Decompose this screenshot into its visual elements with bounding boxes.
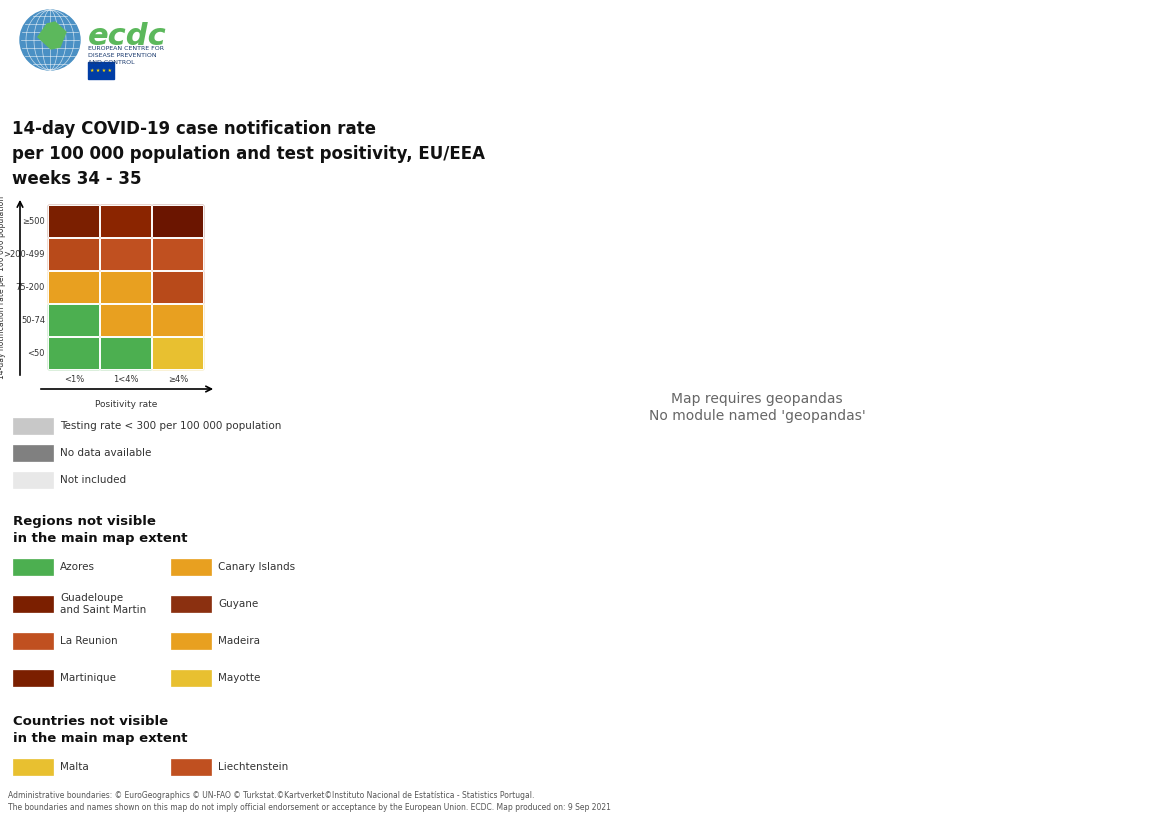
Text: Positivity rate: Positivity rate <box>95 400 158 409</box>
Text: Guadeloupe
and Saint Martin: Guadeloupe and Saint Martin <box>60 593 146 615</box>
Bar <box>100 271 151 303</box>
Bar <box>13 418 53 434</box>
Bar <box>100 337 151 369</box>
Text: ecdc: ecdc <box>88 22 167 51</box>
Text: >200-499: >200-499 <box>3 250 45 259</box>
Bar <box>100 205 151 237</box>
Bar <box>100 205 151 237</box>
Bar <box>100 238 151 270</box>
Bar <box>171 670 211 686</box>
Text: EUROPEAN CENTRE FOR
DISEASE PREVENTION
AND CONTROL: EUROPEAN CENTRE FOR DISEASE PREVENTION A… <box>88 46 164 65</box>
Text: 14-day COVID-19 case notification rate
per 100 000 population and test positivit: 14-day COVID-19 case notification rate p… <box>12 120 485 188</box>
Text: Administrative boundaries: © EuroGeographics © UN-FAO © Turkstat.©Kartverket©Ins: Administrative boundaries: © EuroGeograp… <box>8 791 611 812</box>
Bar <box>152 304 203 336</box>
Text: ★ ★ ★ ★: ★ ★ ★ ★ <box>90 67 113 73</box>
Bar <box>48 271 99 303</box>
Text: <50: <50 <box>28 349 45 358</box>
Bar <box>48 304 99 336</box>
Bar <box>13 445 53 461</box>
Text: Malta: Malta <box>60 762 89 772</box>
Bar <box>171 559 211 575</box>
Bar <box>171 633 211 649</box>
Bar <box>171 596 211 612</box>
Bar <box>152 304 203 336</box>
Bar <box>48 238 99 270</box>
Text: 75-200: 75-200 <box>15 283 45 292</box>
Bar <box>13 472 53 488</box>
Bar <box>100 304 151 336</box>
Bar <box>152 238 203 270</box>
Bar <box>100 271 151 303</box>
Text: Map requires geopandas
No module named 'geopandas': Map requires geopandas No module named '… <box>648 392 865 423</box>
Bar <box>100 337 151 369</box>
Text: No data available: No data available <box>60 448 151 458</box>
Bar <box>100 238 151 270</box>
Bar <box>13 633 53 649</box>
Text: Canary Islands: Canary Islands <box>218 562 295 572</box>
Text: Madeira: Madeira <box>218 636 260 646</box>
Text: Guyane: Guyane <box>218 599 259 609</box>
Bar <box>152 205 203 237</box>
Text: 14-day notification rate per 100 000 population: 14-day notification rate per 100 000 pop… <box>0 196 7 379</box>
Bar <box>13 670 53 686</box>
Text: ≥500: ≥500 <box>22 217 45 226</box>
Bar <box>100 304 151 336</box>
Circle shape <box>20 10 80 70</box>
Bar <box>48 337 99 369</box>
Text: Not included: Not included <box>60 475 126 485</box>
Polygon shape <box>38 22 66 49</box>
Bar <box>152 337 203 369</box>
Text: Liechtenstein: Liechtenstein <box>218 762 288 772</box>
Bar <box>48 238 99 270</box>
Text: Regions not visible
in the main map extent: Regions not visible in the main map exte… <box>13 515 188 545</box>
Bar <box>13 559 53 575</box>
Bar <box>171 759 211 775</box>
Bar <box>48 205 99 237</box>
Text: La Reunion: La Reunion <box>60 636 117 646</box>
Bar <box>152 271 203 303</box>
Text: 1<4%: 1<4% <box>114 375 139 384</box>
Text: Testing rate < 300 per 100 000 population: Testing rate < 300 per 100 000 populatio… <box>60 421 282 431</box>
Text: Mayotte: Mayotte <box>218 673 260 683</box>
Bar <box>13 759 53 775</box>
Bar <box>88 62 114 79</box>
Bar <box>48 205 99 237</box>
Text: <1%: <1% <box>64 375 85 384</box>
Text: Azores: Azores <box>60 562 95 572</box>
Bar <box>48 304 99 336</box>
Bar <box>13 596 53 612</box>
Bar <box>48 271 99 303</box>
Bar <box>152 337 203 369</box>
Text: Martinique: Martinique <box>60 673 116 683</box>
Text: 50-74: 50-74 <box>21 316 45 325</box>
Bar <box>152 238 203 270</box>
Text: ≥4%: ≥4% <box>168 375 188 384</box>
Bar <box>152 271 203 303</box>
Bar <box>152 205 203 237</box>
Text: Countries not visible
in the main map extent: Countries not visible in the main map ex… <box>13 715 188 745</box>
Bar <box>48 337 99 369</box>
